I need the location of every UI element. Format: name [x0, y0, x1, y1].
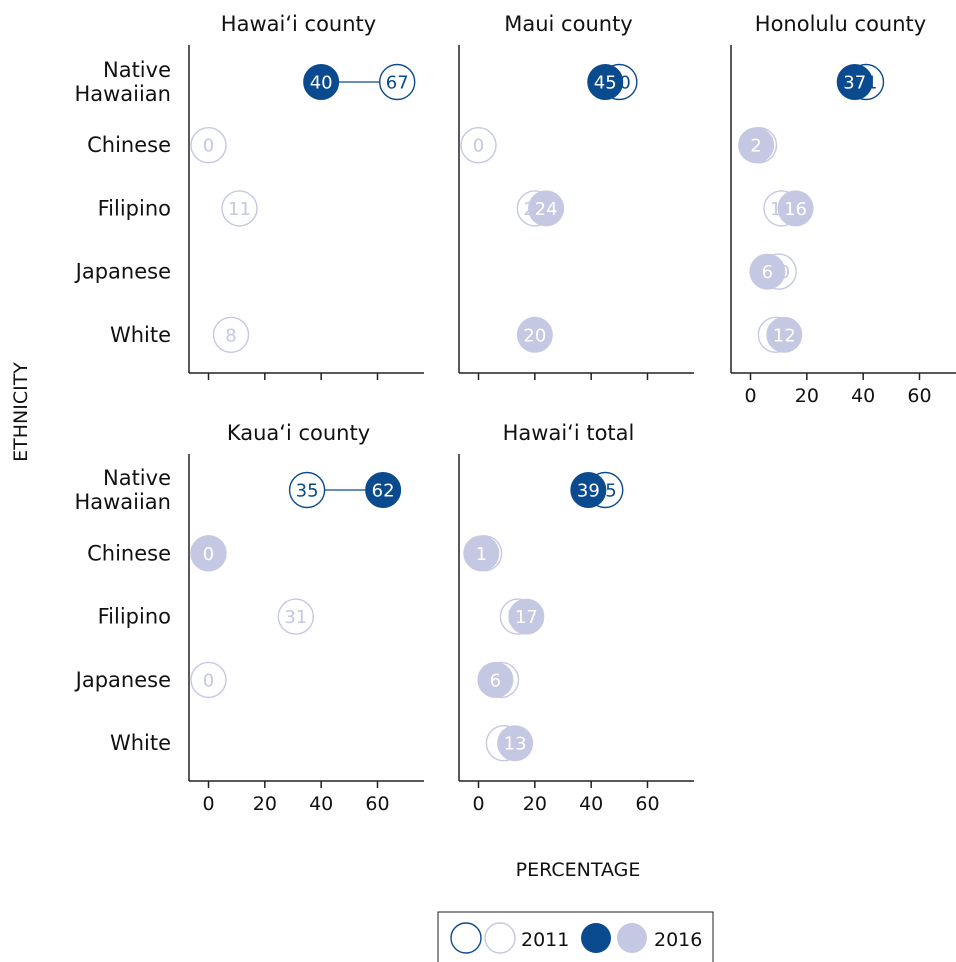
- point-2016: [749, 253, 786, 290]
- point-2011-label: 31: [284, 607, 307, 628]
- x-tick-label: 60: [635, 793, 659, 815]
- legend-2011-other-swatch: [484, 922, 516, 954]
- panel-title: Hawaiʻi total: [503, 421, 635, 445]
- point-2011-label: 0: [203, 670, 214, 691]
- point-2011: [221, 190, 258, 227]
- point-2016: [463, 535, 500, 572]
- x-tick-label: 20: [795, 385, 819, 407]
- point-2016: [497, 725, 534, 762]
- point-2016: [365, 472, 402, 508]
- point-2016-label: 62: [372, 481, 395, 502]
- category-label: Chinese: [87, 541, 171, 565]
- point-2016: [190, 535, 227, 572]
- point-2016-label: 20: [523, 325, 546, 346]
- legend-2011-label: 2011: [521, 929, 569, 951]
- x-tick-label: 0: [472, 793, 484, 815]
- category-label: White: [110, 731, 171, 755]
- point-2011: [212, 316, 250, 353]
- x-axis-title: PERCENTAGE: [516, 859, 641, 881]
- category-label: Native Hawaiian: [74, 466, 171, 514]
- legend-2016-other-swatch: [617, 923, 647, 953]
- point-2016-label: 16: [784, 199, 807, 220]
- category-label: White: [110, 323, 171, 347]
- point-2016-label: 45: [594, 73, 617, 94]
- point-2016-label: 24: [535, 199, 558, 220]
- point-2016-label: 17: [515, 607, 538, 628]
- category-label: Japanese: [74, 260, 171, 284]
- x-tick-label: 20: [523, 793, 547, 815]
- point-2011-label: 0: [473, 136, 484, 157]
- legend-2011-native-swatch: [450, 922, 482, 954]
- point-2011-label: 0: [203, 136, 214, 157]
- point-2011: [190, 126, 227, 164]
- point-2016-label: 39: [577, 481, 600, 502]
- legend-2016-label: 2016: [654, 929, 702, 951]
- category-label: Japanese: [74, 668, 171, 692]
- point-2016-label: 6: [762, 262, 773, 283]
- x-tick-label: 40: [309, 793, 333, 815]
- category-label: Native Hawaiian: [74, 58, 171, 106]
- point-2016-label: 6: [490, 670, 501, 691]
- point-2016-label: 40: [310, 73, 333, 94]
- point-2016-label: 12: [773, 325, 796, 346]
- point-2016: [570, 472, 607, 508]
- point-2016: [738, 127, 775, 164]
- category-label: Filipino: [98, 196, 171, 220]
- legend-2016-native-swatch: [581, 923, 611, 953]
- category-label: Chinese: [87, 133, 171, 157]
- point-2011: [190, 661, 227, 699]
- point-2016-label: 1: [476, 544, 487, 565]
- point-2011-label: 35: [296, 481, 319, 502]
- point-2016: [516, 316, 553, 353]
- x-tick-label: 0: [202, 793, 214, 815]
- point-2016: [477, 661, 514, 698]
- legend-box: [437, 911, 714, 962]
- point-2016-label: 37: [843, 73, 866, 94]
- point-2011-label: 8: [225, 325, 236, 346]
- point-2016: [836, 64, 873, 100]
- point-2011-label: 11: [228, 199, 251, 220]
- panel-title: Kauaʻi county: [227, 421, 370, 445]
- point-2016: [587, 64, 624, 100]
- point-2011: [277, 598, 315, 635]
- category-label: Filipino: [98, 605, 171, 629]
- point-2016: [508, 598, 545, 635]
- x-tick-label: 60: [365, 793, 389, 815]
- point-2011: [288, 471, 326, 509]
- panel-title: Maui county: [504, 12, 632, 36]
- x-tick-label: 20: [253, 793, 277, 815]
- point-2011-label: 67: [386, 73, 409, 94]
- x-tick-label: 40: [851, 385, 875, 407]
- point-2016: [766, 316, 803, 353]
- point-2016: [528, 190, 565, 227]
- point-2016-label: 2: [750, 136, 761, 157]
- point-2011: [379, 63, 416, 101]
- x-tick-label: 0: [744, 385, 756, 407]
- point-2011: [460, 126, 497, 164]
- x-tick-label: 60: [907, 385, 931, 407]
- panel-title: Hawaiʻi county: [221, 12, 376, 36]
- y-axis-title: ETHNICITY: [10, 362, 32, 462]
- x-tick-label: 40: [579, 793, 603, 815]
- point-2016-label: 0: [203, 544, 214, 565]
- point-2016: [777, 190, 814, 227]
- point-2016-label: 13: [504, 734, 527, 755]
- point-2016: [303, 64, 340, 100]
- panel-title: Honolulu county: [755, 12, 926, 36]
